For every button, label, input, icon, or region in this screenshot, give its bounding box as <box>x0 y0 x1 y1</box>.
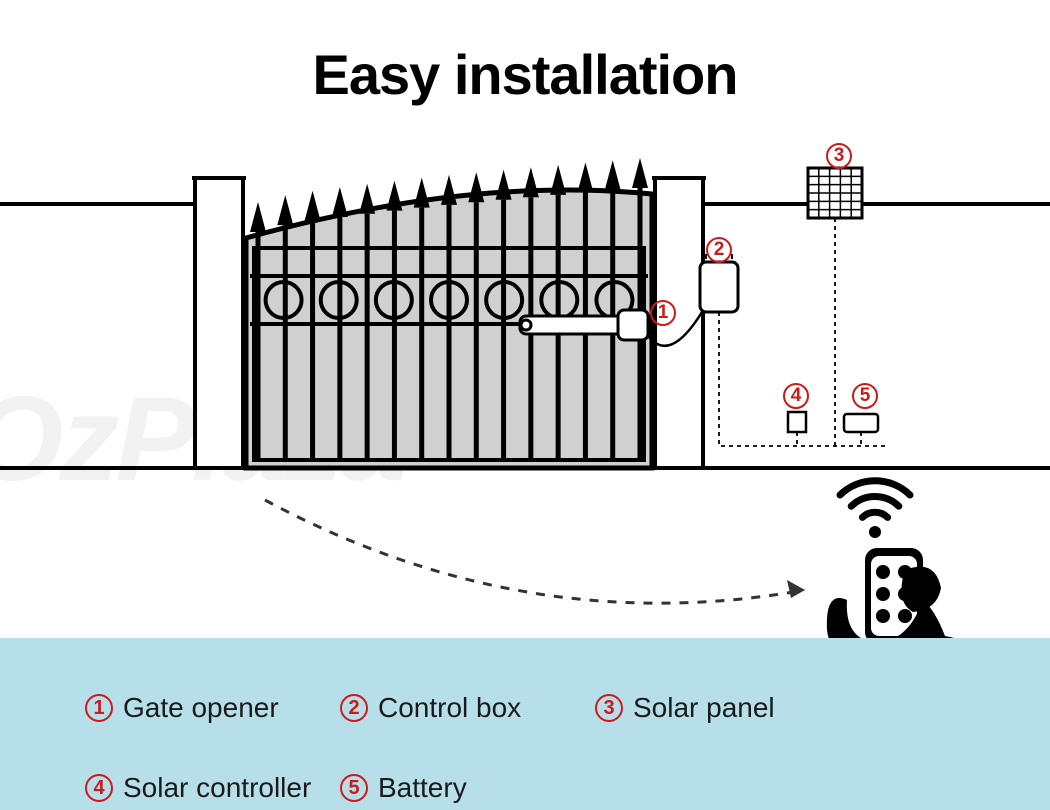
callout-badge-5: 5 <box>852 383 878 409</box>
legend-item: 5 Battery <box>340 772 595 804</box>
legend-label: Solar panel <box>633 692 775 724</box>
legend-label: Gate opener <box>123 692 279 724</box>
legend-item: 2 Control box <box>340 692 595 724</box>
legend-label: Battery <box>378 772 467 804</box>
installation-diagram <box>0 0 1050 638</box>
legend-number: 3 <box>595 694 623 722</box>
legend-number: 2 <box>340 694 368 722</box>
legend-label: Control box <box>378 692 521 724</box>
legend-item: 1 Gate opener <box>85 692 340 724</box>
callout-badge-3: 3 <box>826 143 852 169</box>
legend-number: 5 <box>340 774 368 802</box>
callout-badge-2: 2 <box>706 237 732 263</box>
legend-item: 4 Solar controller <box>85 772 340 804</box>
legend-item: 3 Solar panel <box>595 692 850 724</box>
callout-badge-4: 4 <box>783 383 809 409</box>
legend-label: Solar controller <box>123 772 311 804</box>
callout-badge-1: 1 <box>650 300 676 326</box>
legend-panel: 1 Gate opener 2 Control box 3 Solar panel 4 Sol… <box>0 638 1050 810</box>
legend-number: 4 <box>85 774 113 802</box>
legend-number: 1 <box>85 694 113 722</box>
